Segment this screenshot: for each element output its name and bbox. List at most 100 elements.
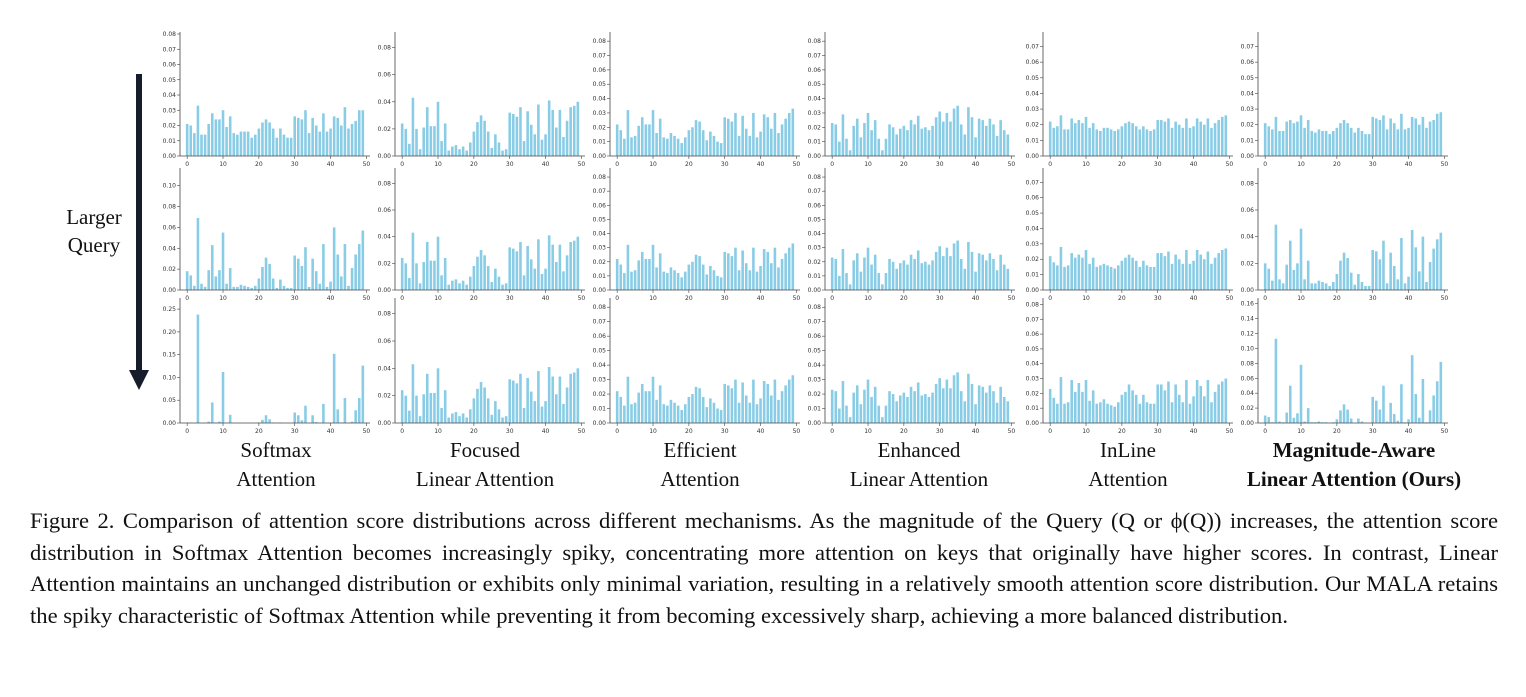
bar: [1203, 124, 1206, 156]
bar: [1278, 421, 1281, 423]
bar: [1407, 419, 1410, 423]
bar: [777, 267, 780, 290]
bar: [250, 287, 253, 290]
bar: [1124, 123, 1127, 156]
bar: [615, 258, 619, 290]
bar: [440, 407, 443, 423]
bar: [533, 401, 537, 423]
y-tick-label: 0.06: [1026, 195, 1040, 202]
bar: [852, 125, 855, 156]
bar: [1299, 364, 1303, 423]
bar: [214, 276, 218, 290]
bar: [623, 273, 626, 290]
bar: [1375, 400, 1378, 423]
bar: [451, 146, 454, 156]
x-tick-label: 10: [1297, 428, 1305, 435]
bar: [494, 268, 497, 290]
x-tick-label: 10: [1082, 295, 1090, 302]
bar: [537, 104, 540, 156]
bar: [902, 392, 906, 423]
y-tick-label: 0.00: [163, 420, 177, 427]
bar: [232, 133, 236, 156]
bar: [1321, 130, 1324, 156]
x-tick-label: 10: [434, 161, 442, 168]
bar: [433, 260, 436, 290]
y-tick-label: 0.01: [593, 139, 607, 146]
bar: [1299, 228, 1303, 290]
bar: [1156, 120, 1160, 156]
bar: [927, 264, 931, 290]
bar: [927, 130, 931, 156]
bar: [841, 381, 845, 423]
bar: [666, 138, 669, 156]
y-tick-label: 0.05: [593, 81, 607, 88]
bar: [512, 380, 515, 423]
bar: [454, 412, 458, 423]
bar: [1120, 126, 1124, 156]
bar-chart-panel: 0.00 0.01 0.02 0.03 0.04 0.05 0.06 0.07 0 10 20 30 4…: [1026, 32, 1233, 168]
chart-grid: 0.00 0.01 0.02 0.03 0.04 0.05 0.06 0.07 0.08 0 10 2…: [163, 31, 1449, 435]
y-tick-label: 0.08: [593, 174, 607, 181]
bar: [425, 373, 429, 423]
bar: [261, 419, 264, 423]
bar: [992, 391, 995, 423]
bar: [1156, 384, 1160, 423]
bar: [777, 399, 780, 423]
bar: [196, 105, 200, 156]
bar: [655, 133, 658, 156]
x-tick-label: 40: [757, 428, 765, 435]
bar: [1339, 410, 1342, 423]
bar: [537, 371, 540, 423]
y-tick-label: 0.06: [378, 72, 392, 79]
x-tick-label: 30: [936, 161, 944, 168]
bar-chart-panel: 0.00 0.02 0.04 0.06 0.08 0.10 0.12 0.14 0.16 0 10 2…: [1241, 298, 1448, 435]
bar: [1174, 254, 1177, 290]
bar: [938, 246, 942, 290]
y-tick-label: 0.00: [1241, 153, 1255, 160]
y-tick-label: 0.02: [593, 259, 607, 266]
bar: [1113, 406, 1116, 423]
bar: [977, 385, 981, 423]
x-tick-label: 30: [1369, 295, 1377, 302]
bar: [870, 130, 873, 156]
bar: [898, 263, 902, 290]
bar: [307, 286, 311, 290]
bar: [852, 392, 855, 423]
arrow-shaft: [136, 74, 142, 374]
bar: [1328, 286, 1331, 290]
y-tick-label: 0.05: [808, 348, 822, 355]
bar: [196, 314, 200, 423]
bar: [655, 267, 658, 290]
bar: [1296, 121, 1299, 156]
bar: [956, 240, 959, 290]
bar: [261, 122, 264, 156]
bar: [336, 254, 340, 290]
bar: [565, 255, 569, 290]
bar: [458, 283, 461, 290]
bar: [1435, 113, 1439, 156]
bar: [981, 120, 985, 156]
y-tick-label: 0.00: [1241, 420, 1255, 427]
bar: [787, 112, 791, 156]
bar: [1274, 224, 1278, 290]
bar: [637, 125, 640, 156]
bar: [512, 113, 515, 156]
x-tick-label: 0: [185, 161, 189, 168]
bar: [1299, 115, 1303, 156]
bar: [1357, 418, 1360, 423]
column-label-line2: Attention: [1088, 467, 1168, 491]
bar: [451, 280, 454, 290]
bar: [207, 123, 210, 156]
bar: [1163, 121, 1167, 156]
bar: [1314, 132, 1317, 156]
bar-chart-panel: 0.00 0.02 0.04 0.06 0.08 0 10 20 30 40 50: [378, 168, 585, 302]
y-tick-label: 0.02: [378, 393, 392, 400]
bar: [651, 244, 655, 290]
bar: [748, 270, 752, 290]
bar: [1120, 394, 1124, 423]
bar: [716, 275, 719, 290]
bar: [264, 119, 268, 156]
bar: [479, 382, 483, 423]
bar: [762, 114, 766, 156]
bar: [1385, 283, 1389, 290]
